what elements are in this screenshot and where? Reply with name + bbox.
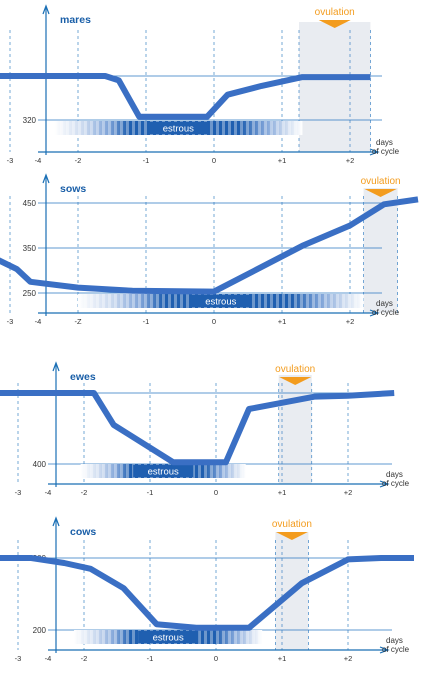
panel-title: sows [60, 183, 86, 195]
estrous-label: estrous [148, 467, 179, 478]
x-axis-arrow [379, 480, 390, 488]
ovulation-marker [279, 377, 312, 385]
x-tick-label: -3 [7, 156, 14, 165]
series-line [0, 196, 419, 295]
estrous-label-box [190, 295, 251, 307]
x-axis-label-line1: days [386, 470, 403, 479]
x-tick-label: -4 [45, 488, 52, 497]
ovulation-label: ovulation [272, 519, 312, 530]
x-tick-label: 0 [212, 156, 216, 165]
x-tick-label: -3 [7, 317, 14, 326]
x-axis-label-line1: days [376, 138, 393, 147]
y-axis-arrow [42, 4, 50, 15]
x-tick-label: +2 [344, 488, 353, 497]
estrous-label: estrous [153, 633, 184, 644]
ovulation-label: ovulation [361, 176, 401, 187]
x-tick-label: -1 [147, 654, 154, 663]
x-tick-label: +2 [346, 156, 355, 165]
ovulation-marker [318, 20, 351, 28]
y-tick-label: 250 [23, 289, 37, 298]
y-tick-label: 320 [23, 116, 37, 125]
x-axis-label-line2: of cycle [372, 147, 400, 156]
x-axis-label-line2: of cycle [372, 308, 400, 317]
y-axis-arrow [52, 516, 60, 527]
y-tick-label: 200 [33, 626, 47, 635]
estrous-label-box [138, 631, 199, 643]
x-tick-label: +2 [346, 317, 355, 326]
x-axis-arrow [369, 309, 380, 317]
y-tick-label: 400 [33, 460, 47, 469]
x-tick-label: -1 [147, 488, 154, 497]
y-axis-arrow [52, 361, 60, 372]
x-tick-label: -1 [143, 156, 150, 165]
x-tick-label: -2 [75, 156, 82, 165]
x-tick-label: -4 [35, 156, 42, 165]
x-tick-label: -2 [81, 654, 88, 663]
x-axis-arrow [369, 148, 380, 156]
x-tick-label: 0 [212, 317, 216, 326]
x-axis-label-line2: of cycle [382, 645, 410, 654]
y-tick-label: 450 [23, 199, 37, 208]
y-axis-arrow [42, 173, 50, 184]
x-axis-label-line1: days [386, 636, 403, 645]
estrous-label: estrous [163, 124, 194, 135]
series-line [0, 73, 371, 120]
x-axis-label-line2: of cycle [382, 479, 410, 488]
estrous-label: estrous [205, 297, 236, 308]
x-tick-label: -2 [81, 488, 88, 497]
ovulation-band [299, 22, 371, 152]
x-tick-label: -4 [35, 317, 42, 326]
x-axis-label-line1: days [376, 299, 393, 308]
ovulation-marker [364, 189, 397, 197]
x-tick-label: +1 [278, 317, 287, 326]
x-tick-label: +2 [344, 654, 353, 663]
panel-title: cows [70, 526, 96, 538]
x-tick-label: +1 [278, 488, 287, 497]
x-tick-label: -Z [74, 317, 81, 326]
x-tick-label: -1 [143, 317, 150, 326]
y-tick-label: 350 [23, 244, 37, 253]
ovulation-marker [275, 532, 308, 540]
x-axis-arrow [379, 646, 390, 654]
ovulation-band [278, 375, 312, 484]
series-line [0, 555, 414, 631]
x-tick-label: 0 [214, 654, 218, 663]
panel-title: ewes [70, 371, 96, 383]
series-line [0, 390, 395, 466]
ovulation-label: ovulation [315, 7, 355, 18]
x-tick-label: +1 [278, 156, 287, 165]
x-tick-label: 0 [214, 488, 218, 497]
x-tick-label: -3 [15, 654, 22, 663]
estrous-label-box [133, 465, 194, 477]
x-tick-label: +1 [278, 654, 287, 663]
estrous-label-box [148, 122, 209, 134]
x-tick-label: -4 [45, 654, 52, 663]
panel-title: mares [60, 14, 91, 26]
x-tick-label: -3 [15, 488, 22, 497]
ovulation-label: ovulation [275, 364, 315, 375]
